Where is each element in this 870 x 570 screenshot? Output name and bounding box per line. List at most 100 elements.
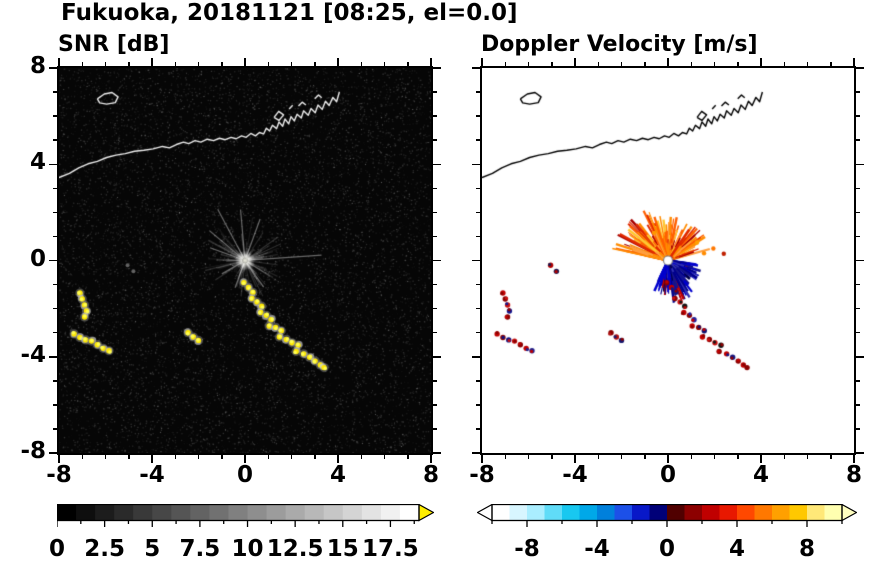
axis-tick [267, 62, 269, 66]
axis-tick [407, 455, 409, 459]
figure-title: Fukuoka, 20181121 [08:25, el=0.0] [61, 0, 518, 26]
axis-tick [856, 115, 860, 117]
axis-tick [476, 428, 480, 430]
axis-tick [830, 455, 832, 459]
axis-tick [53, 307, 57, 310]
axis-tick [49, 163, 57, 165]
axis-tick [476, 380, 480, 382]
snr-panel-title: SNR [dB] [58, 32, 170, 57]
axis-tick [433, 356, 441, 358]
axis-tick [856, 235, 860, 238]
axis-tick [476, 283, 480, 286]
axis-tick [856, 404, 860, 406]
y-tick-label: 8 [29, 53, 46, 79]
axis-tick [290, 62, 293, 66]
colorbar-svg [476, 503, 858, 527]
axis-tick [504, 455, 506, 459]
axis-tick [53, 331, 57, 334]
colorbar-under-arrow [476, 503, 493, 522]
axis-tick [856, 307, 860, 310]
axis-tick [644, 455, 646, 459]
axis-tick [53, 187, 57, 190]
colorbar-tick-label: -8 [514, 536, 540, 562]
axis-tick [667, 58, 669, 66]
x-tick-label: -4 [139, 462, 165, 488]
axis-tick [667, 455, 669, 463]
axis-tick [856, 452, 864, 454]
colorbar-segments [492, 504, 843, 521]
axis-tick [713, 455, 716, 459]
axis-tick [504, 62, 506, 66]
axis-tick [433, 331, 437, 334]
axis-tick [53, 139, 57, 141]
x-tick-label: 4 [752, 462, 769, 488]
axis-tick [476, 235, 480, 238]
axis-tick [620, 62, 623, 66]
axis-tick [760, 58, 762, 66]
axis-tick [472, 259, 480, 262]
doppler-panel-title: Doppler Velocity [m/s] [481, 32, 758, 57]
axis-tick [574, 455, 576, 463]
colorbar-tick-label: 17.5 [362, 536, 419, 562]
axis-tick [53, 404, 57, 406]
axis-tick [197, 455, 200, 459]
axis-tick [830, 62, 832, 66]
colorbar-tick-label: 10 [231, 536, 264, 562]
axis-tick [806, 455, 809, 459]
axis-tick [433, 380, 437, 382]
axis-tick [314, 455, 316, 459]
axis-tick [713, 62, 716, 66]
axis-tick [360, 62, 362, 66]
axis-tick [81, 455, 83, 459]
axis-tick [597, 455, 599, 459]
colorbar-ticks [56, 520, 415, 527]
axis-tick [360, 455, 362, 459]
colorbar-ticks [491, 520, 843, 527]
y-tick-label: -8 [20, 438, 46, 464]
x-tick-label: 4 [329, 462, 346, 488]
axis-tick [690, 455, 692, 459]
axis-tick [53, 115, 57, 117]
colorbar-segments [57, 504, 420, 521]
doppler-plot-area [480, 66, 856, 455]
axis-tick [527, 455, 530, 459]
colorbar-tick-label: 15 [326, 536, 359, 562]
axis-tick [151, 455, 153, 463]
colorbar-over-arrow [418, 503, 435, 522]
axis-tick [128, 62, 130, 66]
x-tick-label: -8 [46, 462, 72, 488]
axis-tick [856, 211, 860, 214]
axis-tick [856, 331, 860, 334]
axis-tick [407, 62, 409, 66]
colorbar-over-arrow [841, 503, 858, 522]
colorbar-tick-label: 4 [728, 536, 745, 562]
axis-tick [476, 91, 480, 93]
axis-tick [481, 58, 483, 66]
axis-tick [433, 428, 437, 430]
axis-tick [856, 428, 860, 430]
axis-tick [433, 452, 441, 454]
axis-tick [737, 62, 739, 66]
y-tick-label: -4 [20, 341, 46, 368]
axis-tick [476, 115, 480, 117]
axis-tick [527, 62, 530, 66]
axis-tick [197, 62, 200, 66]
colorbar-tick-label: -4 [584, 536, 610, 562]
axis-tick [472, 163, 480, 165]
axis-tick [151, 58, 153, 66]
y-tick-label: 0 [29, 245, 46, 272]
x-tick-label: -8 [469, 462, 495, 488]
axis-tick [430, 58, 432, 66]
axis-tick [49, 452, 57, 454]
axis-tick [476, 331, 480, 334]
axis-tick [433, 283, 437, 286]
axis-tick [476, 307, 480, 310]
axis-tick [476, 139, 480, 141]
axis-tick [856, 91, 860, 93]
doppler-canvas [482, 68, 854, 453]
axis-tick [472, 67, 480, 69]
axis-tick [856, 139, 860, 141]
snr-plot-area [57, 66, 433, 455]
axis-tick [856, 259, 864, 262]
